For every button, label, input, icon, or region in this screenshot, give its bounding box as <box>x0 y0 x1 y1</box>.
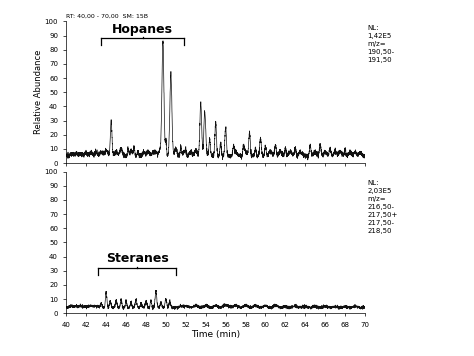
Y-axis label: Relative Abundance: Relative Abundance <box>34 50 43 135</box>
Text: NL:
2,03E5
m/z=
216,50-
217,50+
217,50-
218,50: NL: 2,03E5 m/z= 216,50- 217,50+ 217,50- … <box>367 180 398 234</box>
Text: Steranes: Steranes <box>106 252 168 265</box>
Text: NL:
1,42E5
m/z=
190,50-
191,50: NL: 1,42E5 m/z= 190,50- 191,50 <box>367 25 394 63</box>
Text: Hopanes: Hopanes <box>112 22 173 36</box>
X-axis label: Time (min): Time (min) <box>191 330 240 339</box>
Text: RT: 40,00 - 70,00  SM: 15B: RT: 40,00 - 70,00 SM: 15B <box>66 14 148 19</box>
